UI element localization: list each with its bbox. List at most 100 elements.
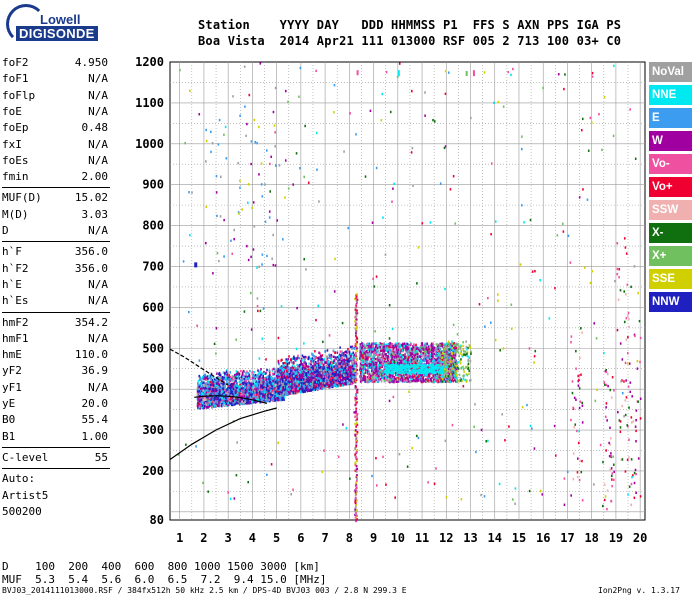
auto-line: Artist5 [2,488,49,502]
echo-point [250,391,252,394]
param-label: hmE [2,348,22,362]
echo-point [319,386,322,390]
echo-point [247,384,250,387]
echo-point [266,381,269,384]
param-value: 36.9 [81,364,109,378]
echo-point [209,385,212,388]
echo-point [215,404,217,408]
echo-point [229,396,232,400]
echo-point [337,368,339,371]
echo-point [267,381,270,384]
echo-point [241,373,244,377]
echo-point [271,378,274,382]
echo-point [323,357,326,361]
echo-point [308,362,310,365]
logo-line1: Lowell [40,12,81,27]
echo-point [296,368,299,371]
param-value: 0.48 [81,121,109,135]
echo-point [326,364,328,368]
echo-point [269,380,271,384]
echo-point [238,392,241,395]
echo-point [210,377,212,380]
echo-point [249,386,252,390]
echo-point [263,388,265,391]
echo-point [259,378,261,381]
echo-point [249,382,251,385]
echo-point [201,385,204,388]
x-tick-label: 3 [225,531,232,545]
echo-point [234,401,237,405]
echo-point [221,376,224,379]
echo-point [198,390,200,393]
echo-point [250,400,252,404]
echo-point [261,381,263,384]
echo-point [299,368,302,372]
echo-point [228,388,230,391]
echo-point [257,369,259,372]
echo-point [263,370,265,374]
echo-point [261,395,264,398]
echo-point [238,385,240,388]
echo-point [280,381,283,385]
echo-point [220,384,223,387]
echo-point [238,397,241,400]
echo-point [239,398,241,401]
echo-point [247,399,250,403]
echo-point [244,391,247,394]
param-label: foEp [2,121,29,135]
echo-point [207,401,209,405]
echo-point [201,398,204,402]
echo-point [331,372,334,376]
param-yf1: yF1 N/A [2,381,108,397]
echo-point [223,374,226,378]
echo-point [257,395,259,399]
echo-point [239,379,242,382]
echo-point [214,387,217,391]
echo-point [286,362,289,365]
echo-point [224,384,227,387]
echo-point [287,390,290,394]
echo-point [304,358,306,361]
echo-point [352,347,354,350]
echo-point [287,358,289,361]
echo-point [227,398,230,401]
echo-point [233,382,235,385]
echo-point [212,376,215,379]
logo-arc-icon [6,4,46,44]
echo-point [203,403,205,406]
echo-point [254,393,256,397]
echo-point [208,403,210,407]
param-value: 55 [94,450,108,464]
param-value: 110.0 [74,348,108,362]
echo-point [256,393,258,396]
echo-point [270,393,273,396]
x-tick-label: 10 [391,531,405,545]
echo-point [249,390,252,393]
param-label: MUF(D) [2,191,42,205]
param-label: h`Es [2,294,29,308]
echo-point [251,371,254,374]
echo-point [304,367,306,371]
y-tick-label: 300 [142,423,164,437]
x-tick-label: 13 [463,531,477,545]
echo-point [342,368,345,371]
echo-point [235,400,237,403]
echo-point [248,375,251,378]
param-label: h`F [2,245,22,259]
echo-point [325,379,328,383]
echo-point [238,399,241,403]
echo-point [216,392,218,395]
echo-point [230,401,233,405]
echo-point [207,403,209,407]
plot-area [169,61,646,521]
echo-point [206,406,208,409]
echo-point [213,389,216,392]
echo-point [297,365,299,368]
echo-point [292,357,295,360]
echo-point [264,387,266,391]
echo-point [285,358,288,361]
echo-point [206,375,209,378]
param-label: foFlp [2,88,36,102]
y-tick-label: 500 [142,341,164,355]
param-d: D N/A [2,224,108,240]
